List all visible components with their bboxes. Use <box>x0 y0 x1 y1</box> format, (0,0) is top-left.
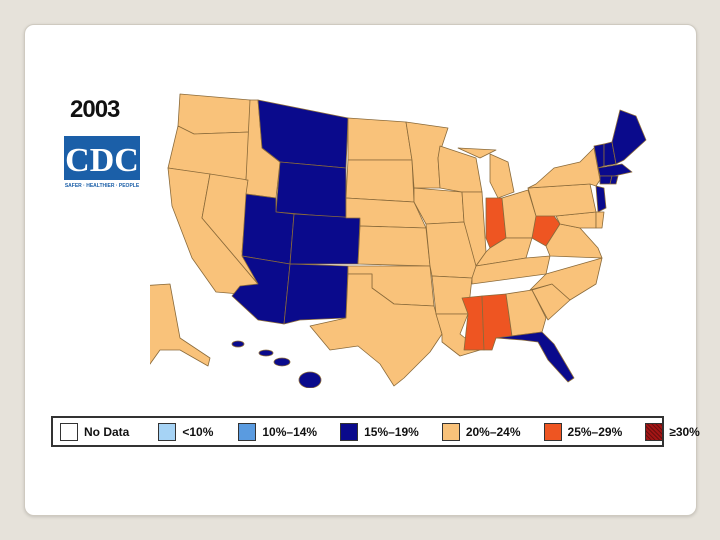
state-KS <box>357 225 431 267</box>
state-MI <box>457 147 515 199</box>
legend-label: 25%–29% <box>567 424 623 439</box>
legend-swatch-15-19 <box>340 422 359 441</box>
cdc-logo: CDC SAFER · HEALTHIER · PEOPLE <box>62 134 142 190</box>
legend-item: 15%–19% <box>333 418 435 445</box>
legend-label: No Data <box>84 424 130 439</box>
map-year-title: 2003 <box>70 96 120 123</box>
state-RI <box>609 175 619 185</box>
state-PA <box>527 183 597 217</box>
state-NY <box>527 147 601 189</box>
state-GA <box>505 289 547 337</box>
legend-label: ≥30% <box>669 424 700 439</box>
state-DE <box>595 211 605 229</box>
legend-item: 25%–29% <box>537 418 639 445</box>
legend-swatch-nodata <box>60 422 78 441</box>
state-ND <box>347 117 413 161</box>
state-SD <box>345 159 415 203</box>
legend-item: 20%–24% <box>435 418 537 445</box>
state-TX <box>309 273 443 387</box>
state-HI <box>231 340 322 388</box>
state-NM <box>283 263 349 325</box>
state-ME <box>611 109 647 165</box>
map-legend: No Data <10% 10%–14% 15%–19% 20%–24% 25%… <box>51 416 700 447</box>
legend-swatch-25-29 <box>543 422 562 441</box>
state-FL <box>495 331 575 383</box>
legend-swatch-20-24 <box>441 422 460 441</box>
legend-swatch-30 <box>645 422 664 441</box>
legend-item: ≥30% <box>638 418 700 445</box>
legend-label: 10%–14% <box>262 424 318 439</box>
state-CO <box>289 213 361 265</box>
svg-text:SAFER · HEALTHIER · PEOPLE: SAFER · HEALTHIER · PEOPLE <box>65 183 140 189</box>
legend-item: <10% <box>151 418 231 445</box>
state-MS <box>461 295 485 351</box>
us-map <box>150 93 647 388</box>
legend-swatch-lt10 <box>158 422 177 441</box>
legend-item: 10%–14% <box>231 418 333 445</box>
legend-label: <10% <box>182 424 214 439</box>
state-WY <box>275 161 347 219</box>
state-WA <box>177 93 251 135</box>
legend-swatch-10-14 <box>238 422 257 441</box>
svg-text:CDC: CDC <box>65 142 139 179</box>
state-MA <box>597 163 633 177</box>
legend-item: No Data <box>53 418 151 445</box>
legend-label: 15%–19% <box>364 424 419 439</box>
legend-label: 20%–24% <box>465 424 521 439</box>
state-NJ <box>595 185 607 213</box>
state-AK <box>150 283 211 367</box>
